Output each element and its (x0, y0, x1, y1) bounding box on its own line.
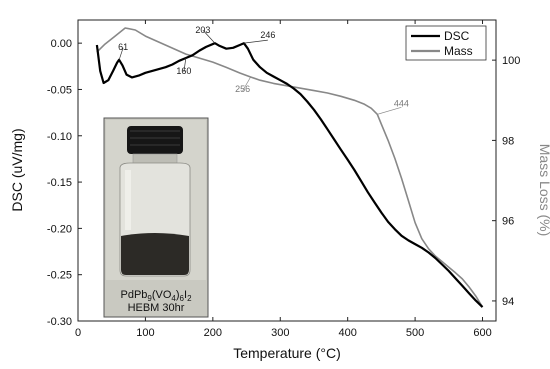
jar-powder-icon (121, 233, 189, 275)
x-tick-label: 200 (204, 327, 222, 339)
y-tick-label: -0.10 (47, 131, 72, 143)
annotation-leader (118, 47, 124, 60)
annotation-leader (377, 106, 402, 115)
series-line-dsc (95, 42, 484, 308)
y-tick-label: -0.25 (47, 270, 72, 282)
axis-ticks (77, 20, 496, 322)
jar-cap-icon (127, 126, 183, 154)
y-tick-label: -0.05 (47, 84, 72, 96)
annotation-label: 160 (176, 66, 191, 76)
plot-area (77, 19, 497, 322)
annotation-leader (242, 76, 251, 92)
legend-box (405, 25, 487, 61)
y-tick-labels: 0.00 -0.05 -0.10 -0.15 -0.20 -0.25 -0.30 (47, 38, 72, 328)
annotation-label: 61 (118, 42, 128, 52)
legend-label-mass: Mass (444, 44, 473, 58)
annotation-label: 256 (235, 84, 250, 94)
annotation-label: 444 (394, 98, 409, 108)
jar-neck-icon (132, 153, 178, 165)
inset-caption-line2: HEBM 30hr (128, 302, 185, 314)
legend-label-dsc: DSC (444, 29, 470, 43)
y2-tick-label: 98 (502, 135, 514, 147)
annotation-label: 246 (260, 30, 275, 40)
y-tick-label: -0.15 (47, 177, 72, 189)
x-tick-labels: 0 100 200 300 400 500 600 (75, 327, 492, 339)
y2-tick-label: 100 (502, 55, 520, 67)
x-axis-title: Temperature (°C) (233, 345, 341, 361)
y2-tick-label: 96 (502, 216, 514, 228)
x-tick-label: 500 (406, 327, 424, 339)
y-tick-label: 0.00 (51, 38, 72, 50)
x-tick-label: 400 (338, 327, 356, 339)
x-tick-label: 0 (75, 327, 81, 339)
series-layer (95, 27, 484, 308)
series-line-mass (96, 27, 484, 308)
x-tick-label: 300 (271, 327, 289, 339)
y-tick-label: -0.20 (47, 223, 72, 235)
annotation-leader (243, 39, 268, 44)
y-axis-title: DSC (uV/mg) (9, 128, 25, 211)
inset-photo: PdPb9(VO4)6I2 HEBM 30hr (103, 117, 209, 318)
annotation-label: 203 (195, 25, 210, 35)
y2-axis-title: Mass Loss (%) (537, 144, 550, 237)
annotation-leader (202, 29, 216, 44)
annotation-leader (183, 57, 187, 73)
y2-tick-label: 94 (502, 296, 514, 308)
x-tick-label: 600 (473, 327, 491, 339)
x-tick-label: 100 (136, 327, 154, 339)
inset-caption-line1: PdPb9(VO4)6I2 (120, 289, 192, 303)
y-tick-label: -0.30 (47, 316, 72, 328)
annotation-layer: 61 160 203 246 256 444 (118, 25, 409, 115)
legend: DSC Mass (405, 25, 487, 61)
y2-tick-labels: 100 98 96 94 (502, 55, 520, 308)
